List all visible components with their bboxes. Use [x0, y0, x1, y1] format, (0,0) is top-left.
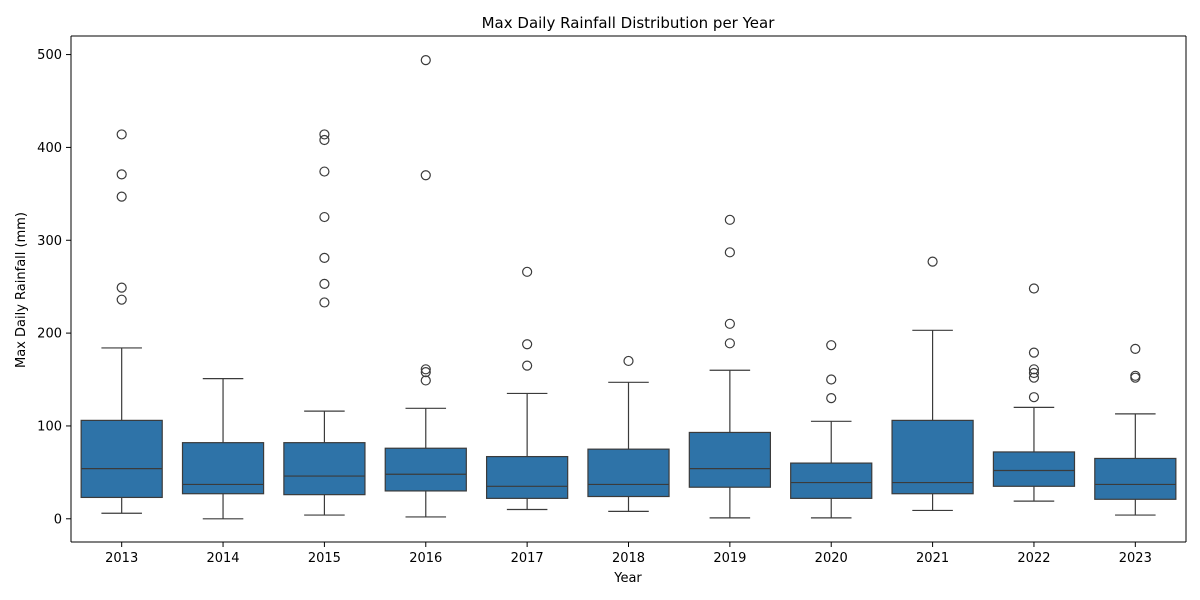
x-tick-label: 2013: [105, 551, 138, 566]
y-tick-label: 300: [37, 234, 62, 249]
outlier-point: [420, 375, 431, 386]
iqr-box: [992, 451, 1076, 487]
x-tick-label: 2016: [409, 551, 442, 566]
y-axis-title: Max Daily Rainfall (mm): [14, 212, 29, 368]
axes: 0 100 200 300 400 500 2013 2014 2015 2016 2017 2018…: [37, 35, 1187, 566]
y-tick-label: 500: [37, 48, 62, 63]
iqr-box: [181, 442, 265, 495]
x-axis-title: Year: [613, 571, 642, 586]
x-tick-label: 2019: [713, 551, 746, 566]
x-tick-label: 2014: [206, 551, 239, 566]
box-2020: [790, 340, 873, 519]
outlier-point: [116, 282, 127, 293]
iqr-box: [485, 455, 569, 499]
iqr-box: [80, 419, 163, 499]
iqr-box: [790, 462, 873, 499]
x-tick-label: 2022: [1017, 551, 1050, 566]
outlier-point: [522, 360, 533, 371]
outlier-point: [116, 129, 127, 140]
outlier-point: [826, 374, 837, 385]
outlier-point: [1028, 347, 1040, 358]
y-tick-label: 400: [37, 141, 62, 156]
iqr-box: [1094, 457, 1177, 500]
outlier-point: [319, 211, 330, 223]
outlier-point: [319, 134, 330, 146]
outlier-point: [319, 166, 330, 177]
outlier-point: [1130, 372, 1141, 383]
outlier-point: [724, 318, 735, 329]
outlier-point: [420, 364, 431, 375]
outlier-point: [116, 191, 127, 202]
outlier-point: [1028, 372, 1040, 383]
outlier-point: [420, 170, 431, 181]
box-2021: [891, 256, 974, 512]
outlier-point: [1130, 343, 1141, 354]
outlier-point: [724, 247, 735, 258]
outlier-point: [623, 355, 634, 367]
outlier-point: [826, 392, 837, 404]
outlier-point: [522, 339, 533, 350]
box-2017: [485, 266, 569, 511]
iqr-box: [283, 442, 366, 496]
outlier-point: [116, 294, 127, 305]
y-tick-label: 200: [37, 327, 62, 342]
outlier-point: [319, 129, 330, 140]
box-2013: [80, 129, 163, 514]
plot-area: [80, 55, 1177, 520]
iqr-box: [688, 431, 772, 488]
outlier-point: [319, 278, 330, 289]
x-tick-label: 2015: [308, 551, 341, 566]
outlier-point: [522, 266, 533, 277]
y-tick-label: 0: [54, 512, 62, 527]
x-tick-label: 2018: [612, 551, 645, 566]
outlier-point: [724, 338, 735, 349]
box-2014: [181, 377, 265, 520]
outlier-point: [420, 55, 431, 66]
outlier-point: [1028, 283, 1040, 294]
x-tick-label: 2017: [511, 551, 544, 566]
outlier-point: [826, 340, 837, 351]
y-tick-label: 100: [37, 419, 62, 434]
box-2023: [1094, 343, 1177, 516]
outlier-point: [420, 366, 431, 378]
chart-title: Max Daily Rainfall Distribution per Year: [482, 14, 776, 32]
box-2016: [384, 55, 467, 518]
outlier-point: [1028, 367, 1040, 379]
box-2018: [587, 355, 670, 512]
outlier-point: [319, 297, 330, 308]
x-tick-label: 2021: [916, 551, 949, 566]
outlier-point: [724, 214, 735, 225]
outlier-point: [927, 256, 938, 267]
outlier-point: [1028, 392, 1040, 403]
x-tick-label: 2020: [815, 551, 848, 566]
box-2019: [688, 214, 772, 519]
box-2022: [992, 283, 1076, 502]
x-tick-label: 2023: [1119, 551, 1152, 566]
box-2015: [283, 129, 366, 516]
outlier-point: [116, 169, 127, 180]
outlier-point: [1028, 364, 1040, 375]
outlier-point: [319, 252, 330, 263]
iqr-box: [384, 447, 467, 492]
iqr-box: [587, 448, 670, 498]
iqr-box: [891, 419, 974, 495]
